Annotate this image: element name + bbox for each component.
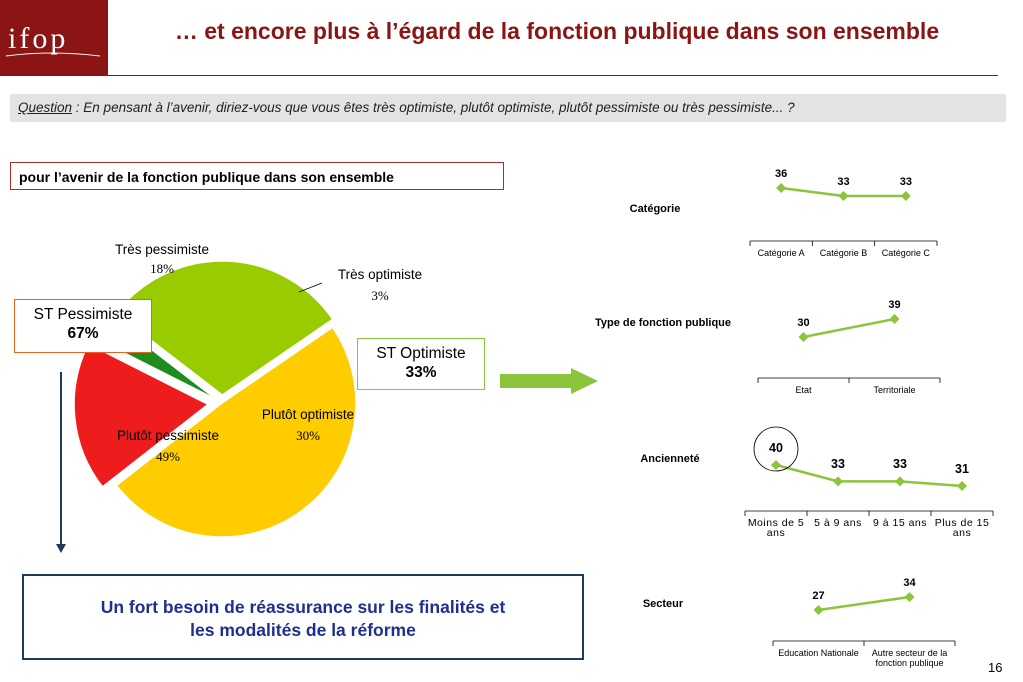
label-tres-optimiste: Très optimiste 3% [322, 267, 438, 304]
category-label: Catégorie B [819, 248, 868, 258]
st-pessimiste-label: ST Pessimiste [33, 306, 133, 323]
category-label: Education Nationale [778, 648, 859, 658]
data-point [833, 476, 843, 487]
label-plutot-optimiste: Plutôt optimiste 30% [250, 407, 366, 444]
question-bar: Question : En pensant à l’avenir, diriez… [10, 94, 1006, 122]
data-label: 39 [888, 299, 901, 311]
section-label-categorie: Catégorie [629, 203, 681, 215]
section-label-secteur: Secteur [642, 598, 684, 610]
category-label: Plus de 15 ans [934, 517, 990, 539]
question-text: : En pensant à l’avenir, diriez-vous que… [72, 100, 795, 115]
data-label: 36 [775, 168, 788, 180]
leader-line [298, 282, 323, 293]
page-title: … et encore plus à l’égard de la fonctio… [174, 18, 940, 44]
data-point [798, 332, 809, 342]
conclusion-line-1: Un fort besoin de réassurance sur les fi… [100, 597, 506, 617]
ifop-logo: ifop [0, 0, 108, 76]
svg-text:ifop: ifop [8, 22, 68, 55]
category-label: 5 à 9 ans [814, 517, 862, 529]
data-label: 33 [831, 457, 845, 472]
data-label: 30 [797, 317, 810, 329]
data-label: 34 [903, 577, 916, 589]
data-point [771, 460, 781, 470]
down-arrow-head [56, 544, 66, 553]
slice-value: 3% [371, 288, 389, 303]
data-label: 33 [899, 176, 912, 188]
right-arrow [500, 368, 598, 394]
data-point [889, 314, 900, 324]
page-number: 16 [988, 660, 1003, 675]
label-tres-pessimiste: Très pessimiste 18% [104, 242, 220, 277]
category-label: Territoriale [873, 385, 916, 395]
data-point [813, 605, 824, 615]
slice-value: 49% [156, 449, 180, 464]
data-label: 40 [769, 441, 783, 455]
title-divider [108, 75, 998, 76]
slice-name: Très optimiste [337, 267, 423, 282]
pie-slice-plut-t-optimiste [115, 260, 334, 396]
series-line [775, 463, 963, 488]
ifop-logo-mark: ifop [5, 22, 101, 57]
line-charts [744, 183, 994, 646]
category-label: Autre secteur de la fonction publique [871, 648, 948, 668]
pie-slice-tr-s-pessimiste [73, 342, 210, 488]
pie-slice-plut-t-pessimiste [115, 326, 357, 538]
data-label: 27 [812, 590, 825, 602]
data-point [895, 476, 905, 487]
conclusion-line-2: les modalités de la réforme [190, 620, 416, 640]
section-label-anciennete: Ancienneté [640, 453, 700, 465]
slice-value: 30% [296, 428, 320, 443]
category-label: Catégorie A [757, 248, 805, 258]
data-point [957, 481, 967, 491]
data-point [900, 191, 911, 201]
st-optimiste-value: 33% [405, 364, 437, 381]
slice-name: Plutôt optimiste [261, 407, 355, 422]
slice-value: 18% [150, 261, 174, 276]
data-label: 33 [837, 176, 850, 188]
data-label: 33 [893, 457, 907, 472]
st-pessimiste-value: 67% [67, 325, 99, 342]
st-optimiste-box: ST Optimiste 33% [357, 338, 485, 390]
highlight-circle [753, 426, 799, 472]
label-plutot-pessimiste: Plutôt pessimiste 49% [108, 428, 228, 465]
st-pessimiste-box: ST Pessimiste 67% [14, 299, 152, 353]
st-optimiste-label: ST Optimiste [376, 345, 466, 362]
data-point [838, 191, 849, 201]
category-label: Etat [795, 385, 812, 395]
category-label: 9 à 15 ans [872, 517, 928, 529]
category-label: Moins de 5 ans [747, 517, 805, 539]
series-line [803, 317, 895, 339]
question-label: Question [18, 100, 73, 115]
data-point [776, 183, 787, 193]
series-line [818, 595, 910, 612]
data-label: 31 [955, 462, 969, 476]
data-point [904, 592, 915, 602]
section-label-type: Type de fonction publique [594, 317, 732, 329]
slice-name: Très pessimiste [114, 242, 210, 257]
conclusion-box: Un fort besoin de réassurance sur les fi… [22, 574, 584, 660]
category-label: Catégorie C [881, 248, 930, 258]
pie-subtitle: pour l’avenir de la fonction publique da… [10, 162, 504, 190]
slice-name: Plutôt pessimiste [116, 428, 220, 443]
